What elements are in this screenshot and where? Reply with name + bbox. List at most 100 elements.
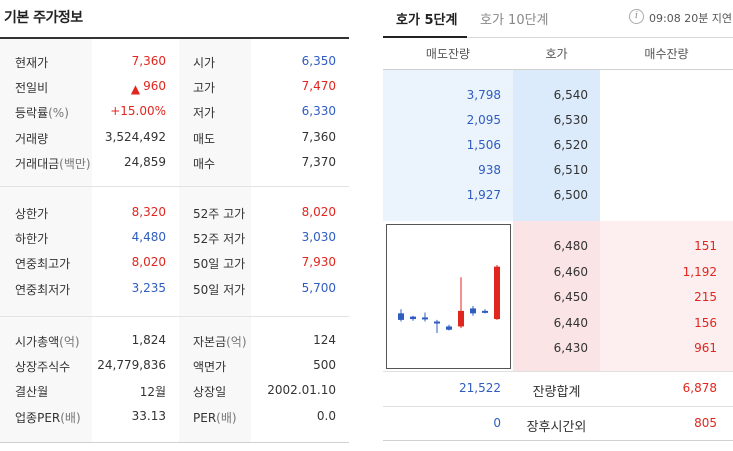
info-value: 5,700 [301,280,336,295]
info-unit: (억) [226,335,247,349]
info-value: 8,320 [132,205,166,219]
info-value: 24,779,836 [97,358,166,372]
bid-volume: 151 [694,239,717,253]
info-label: 업종PER(배) [15,409,81,426]
ask-volume: 3,798 [466,88,501,102]
title-divider [0,37,349,39]
info-label: 매수 [193,155,215,172]
info-label-text: 시가총액 [15,335,60,349]
candle-body [470,308,476,314]
info-label-text: 결산월 [15,385,49,400]
orderbook-panel: 호가 5단계 호가 10단계 i 09:08 20분 지연 매도잔량 호가 매수… [383,0,733,451]
info-value: 24,859 [124,155,166,169]
info-value-text: 8,320 [131,205,166,219]
ask-price: 6,530 [553,113,588,127]
summary-divider [383,371,733,372]
info-label: 상장주식수 [15,358,70,375]
info-label: 결산월 [15,383,48,400]
bid-area [600,221,733,371]
info-label: 거래대금(백만) [15,155,91,172]
info-unit: (배) [216,410,237,425]
info-label: 상장일 [193,383,226,400]
info-label: 자본금(억) [193,333,247,350]
info-value-text: 12월 [139,385,166,400]
bid-price: 6,480 [553,239,588,253]
basic-info-panel: 기본 주가정보 현재가 7,360 시가 6,350 전일비 ▲ 960 고가 7,470 등락률… [0,0,349,451]
info-icon[interactable]: i [629,9,644,24]
info-row: 등락률(%) +15.00% 저가 6,330 [0,101,349,123]
info-label-text: 50일 고가 [193,257,246,272]
info-label-text: 52주 저가 [193,232,246,247]
info-label: 하한가 [15,230,48,247]
delay-notice: 09:08 20분 지연 [649,12,733,25]
info-label-text: 고가 [193,81,216,96]
bid-volume: 1,192 [682,264,717,279]
info-label: 50일 고가 [193,255,245,272]
label-column-shade [0,39,92,443]
candle-chart-svg [398,265,500,333]
info-value-text: 8,020 [131,255,166,270]
info-label: 52주 고가 [193,205,245,222]
info-value: 7,470 [301,79,336,94]
info-value: 500 [313,358,336,373]
info-label: 매도 [193,130,215,147]
info-unit: (백만) [59,156,91,171]
info-label-text: 상장주식수 [15,360,71,375]
info-label-text: 거래대금 [15,156,60,171]
info-value: 7,370 [301,154,336,169]
info-label-text: 전일비 [15,81,49,96]
ask-volume: 2,095 [466,113,501,127]
ask-price: 6,500 [553,188,588,202]
info-value: 3,030 [301,230,336,245]
info-row: 현재가 7,360 시가 6,350 [0,51,349,73]
info-row: 전일비 ▲ 960 고가 7,470 [0,76,349,98]
info-row: 상장주식수 24,779,836 액면가 500 [0,355,349,377]
candle-body [458,310,464,327]
info-row: 연중최고가 8,020 50일 고가 7,930 [0,252,349,274]
tab-5-levels[interactable]: 호가 5단계 [396,13,458,28]
info-value: 3,524,492 [105,130,166,144]
info-label-text: 현재가 [15,56,49,70]
info-label: 연중최고가 [15,255,70,272]
group-divider [0,186,349,187]
after-hours-label: 장후시간외 [526,420,587,435]
panel-bottom-border [0,442,349,443]
info-label-text: 상한가 [15,207,49,221]
info-label: 시가총액(억) [15,333,80,350]
info-unit: (억) [59,335,80,349]
info-value: 33.13 [132,409,166,423]
info-value: 8,020 [301,205,336,219]
info-label-text: 연중최저가 [15,282,71,297]
ask-price: 6,520 [553,138,588,152]
info-value: 6,350 [301,54,336,68]
ask-volume: 938 [478,163,501,177]
info-label: 연중최저가 [15,281,70,298]
info-label-text: 52주 고가 [193,207,246,221]
info-value-text: 24,859 [124,154,166,169]
info-label-text: 상장일 [193,385,227,400]
info-row: 시가총액(억) 1,824 자본금(억) 124 [0,330,349,352]
info-value: 6,330 [301,104,336,119]
info-value: ▲ 960 [131,79,166,96]
info-value: 12월 [140,383,166,400]
label-column-shade-2 [179,39,251,443]
info-label: 등락률(%) [15,104,69,121]
info-value-text: 960 [143,79,166,94]
tab-divider [467,37,733,38]
info-label-text: PER [193,410,217,425]
info-unit: (배) [60,410,81,425]
info-label: 저가 [193,104,215,121]
info-value: 7,930 [301,255,336,270]
total-remaining-row: 21,522 잔량합계 6,878 [383,372,733,406]
bid-price: 6,430 [553,341,588,355]
info-row: 하한가 4,480 52주 저가 3,030 [0,227,349,249]
total-ask-volume: 21,522 [459,381,501,395]
info-value: 3,235 [132,281,166,295]
tab-10-levels[interactable]: 호가 10단계 [480,13,549,28]
info-value: 4,480 [132,230,166,244]
after-hours-ask-volume: 0 [493,416,501,430]
bid-price: 6,440 [553,315,588,330]
info-label-text: 저가 [193,106,216,121]
info-row: 거래대금(백만) 24,859 매수 7,370 [0,152,349,174]
header-price: 호가 [545,47,568,61]
